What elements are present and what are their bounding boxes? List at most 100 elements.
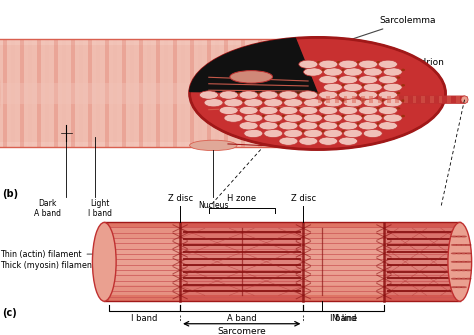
Circle shape bbox=[465, 269, 472, 271]
Ellipse shape bbox=[401, 84, 405, 86]
Circle shape bbox=[324, 129, 343, 138]
Text: Thin (actin) filament: Thin (actin) filament bbox=[0, 250, 105, 259]
FancyBboxPatch shape bbox=[139, 40, 143, 147]
Circle shape bbox=[363, 68, 383, 76]
FancyBboxPatch shape bbox=[465, 96, 468, 104]
Ellipse shape bbox=[301, 115, 306, 117]
Circle shape bbox=[244, 129, 263, 138]
FancyBboxPatch shape bbox=[63, 40, 66, 147]
Ellipse shape bbox=[357, 107, 361, 110]
Circle shape bbox=[451, 252, 457, 254]
FancyBboxPatch shape bbox=[421, 96, 425, 104]
FancyBboxPatch shape bbox=[317, 95, 465, 104]
Circle shape bbox=[343, 68, 363, 76]
Ellipse shape bbox=[361, 115, 365, 117]
Circle shape bbox=[283, 114, 303, 122]
Ellipse shape bbox=[262, 99, 265, 102]
Ellipse shape bbox=[376, 76, 380, 79]
Circle shape bbox=[324, 83, 343, 91]
Circle shape bbox=[190, 38, 446, 149]
Ellipse shape bbox=[376, 107, 380, 110]
FancyBboxPatch shape bbox=[147, 40, 151, 147]
FancyBboxPatch shape bbox=[190, 40, 194, 147]
FancyBboxPatch shape bbox=[130, 40, 134, 147]
Ellipse shape bbox=[92, 222, 116, 301]
FancyBboxPatch shape bbox=[456, 96, 460, 104]
Ellipse shape bbox=[357, 92, 361, 94]
Circle shape bbox=[359, 91, 378, 99]
Circle shape bbox=[456, 244, 462, 246]
Ellipse shape bbox=[341, 84, 346, 86]
Circle shape bbox=[343, 129, 363, 138]
Circle shape bbox=[224, 114, 243, 122]
Text: Z disc: Z disc bbox=[291, 194, 316, 203]
Circle shape bbox=[451, 286, 457, 288]
Text: I band: I band bbox=[330, 314, 357, 323]
Ellipse shape bbox=[341, 69, 346, 71]
Text: Mitochondrion: Mitochondrion bbox=[330, 58, 444, 82]
Ellipse shape bbox=[190, 140, 237, 150]
Circle shape bbox=[299, 106, 318, 115]
Circle shape bbox=[279, 137, 298, 145]
Circle shape bbox=[460, 269, 467, 271]
Circle shape bbox=[279, 122, 298, 130]
Circle shape bbox=[319, 137, 338, 145]
Circle shape bbox=[343, 98, 363, 107]
Ellipse shape bbox=[382, 84, 385, 86]
Circle shape bbox=[363, 83, 383, 91]
FancyBboxPatch shape bbox=[447, 96, 451, 104]
Circle shape bbox=[324, 68, 343, 76]
Circle shape bbox=[299, 137, 318, 145]
FancyBboxPatch shape bbox=[182, 40, 185, 147]
Ellipse shape bbox=[357, 76, 361, 79]
Ellipse shape bbox=[357, 61, 361, 63]
Circle shape bbox=[338, 137, 358, 145]
Ellipse shape bbox=[397, 76, 401, 79]
Circle shape bbox=[359, 75, 378, 84]
Ellipse shape bbox=[321, 115, 326, 117]
FancyBboxPatch shape bbox=[335, 96, 338, 104]
Ellipse shape bbox=[301, 99, 306, 102]
Circle shape bbox=[299, 91, 318, 99]
Ellipse shape bbox=[317, 92, 321, 94]
Ellipse shape bbox=[397, 107, 401, 110]
FancyBboxPatch shape bbox=[104, 222, 460, 301]
Circle shape bbox=[338, 106, 358, 115]
FancyBboxPatch shape bbox=[104, 250, 460, 274]
Circle shape bbox=[451, 236, 457, 238]
FancyBboxPatch shape bbox=[301, 40, 304, 147]
Ellipse shape bbox=[230, 71, 273, 83]
Circle shape bbox=[319, 60, 338, 68]
Circle shape bbox=[304, 98, 323, 107]
Circle shape bbox=[456, 278, 462, 280]
FancyBboxPatch shape bbox=[0, 83, 318, 104]
Circle shape bbox=[456, 269, 462, 271]
Ellipse shape bbox=[237, 92, 241, 94]
Ellipse shape bbox=[401, 99, 405, 102]
FancyBboxPatch shape bbox=[46, 40, 49, 147]
Circle shape bbox=[324, 98, 343, 107]
Ellipse shape bbox=[282, 99, 285, 102]
Circle shape bbox=[324, 114, 343, 122]
Ellipse shape bbox=[361, 69, 365, 71]
Circle shape bbox=[383, 68, 402, 76]
FancyBboxPatch shape bbox=[283, 40, 287, 147]
FancyBboxPatch shape bbox=[0, 45, 318, 142]
Text: Myofibril: Myofibril bbox=[341, 109, 381, 133]
FancyBboxPatch shape bbox=[404, 96, 408, 104]
Text: Sarcomere: Sarcomere bbox=[218, 327, 266, 335]
Text: (c): (c) bbox=[2, 308, 17, 318]
Circle shape bbox=[456, 252, 462, 254]
Circle shape bbox=[363, 114, 383, 122]
Text: Dark
A band: Dark A band bbox=[34, 199, 61, 218]
Circle shape bbox=[465, 252, 472, 254]
Circle shape bbox=[319, 106, 338, 115]
Ellipse shape bbox=[321, 130, 326, 133]
FancyBboxPatch shape bbox=[369, 96, 373, 104]
FancyBboxPatch shape bbox=[303, 223, 384, 300]
FancyBboxPatch shape bbox=[378, 96, 382, 104]
Circle shape bbox=[383, 98, 402, 107]
Ellipse shape bbox=[382, 69, 385, 71]
Ellipse shape bbox=[461, 96, 468, 104]
Circle shape bbox=[283, 129, 303, 138]
